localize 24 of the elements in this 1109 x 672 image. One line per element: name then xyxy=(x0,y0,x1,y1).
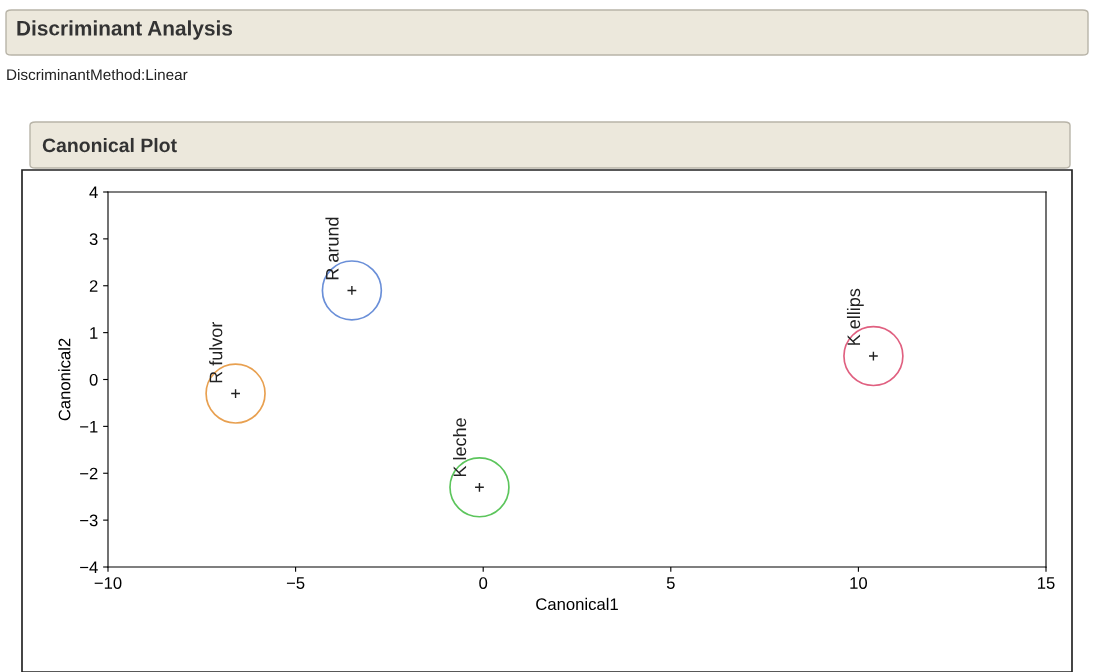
y-tick-label: 4 xyxy=(89,186,98,199)
y-axis-title: Canonical2 xyxy=(58,338,71,421)
x-tick-label: 0 xyxy=(479,577,488,589)
y-tick-label: −3 xyxy=(80,514,98,527)
x-tick-label: −5 xyxy=(286,577,305,589)
y-tick-label: −4 xyxy=(80,561,98,574)
text: Canonical Plot xyxy=(42,137,177,153)
y-tick-label: 0 xyxy=(89,373,98,386)
y-tick-label: −2 xyxy=(80,467,98,480)
chart-title: Discriminant Analysis xyxy=(17,20,233,40)
annotation: K leche xyxy=(452,418,467,477)
y-tick-label: 2 xyxy=(89,280,98,292)
annotation: R arund xyxy=(325,217,339,280)
x-tick-label: 15 xyxy=(1038,577,1055,589)
y-tick-label: 3 xyxy=(89,233,98,246)
y-tick-label: −1 xyxy=(80,420,98,433)
annotation: K ellips xyxy=(846,288,864,345)
chart-subtitle: DiscriminantMethod:Linear xyxy=(7,68,188,81)
x-tick-label: 10 xyxy=(850,577,868,589)
annotation: R fulvor xyxy=(209,321,223,383)
x-axis-title: Canonical1 xyxy=(536,597,618,611)
x-tick-label: 5 xyxy=(666,577,675,589)
x-tick-label: −10 xyxy=(94,577,122,589)
y-tick-label: 1 xyxy=(90,327,98,339)
